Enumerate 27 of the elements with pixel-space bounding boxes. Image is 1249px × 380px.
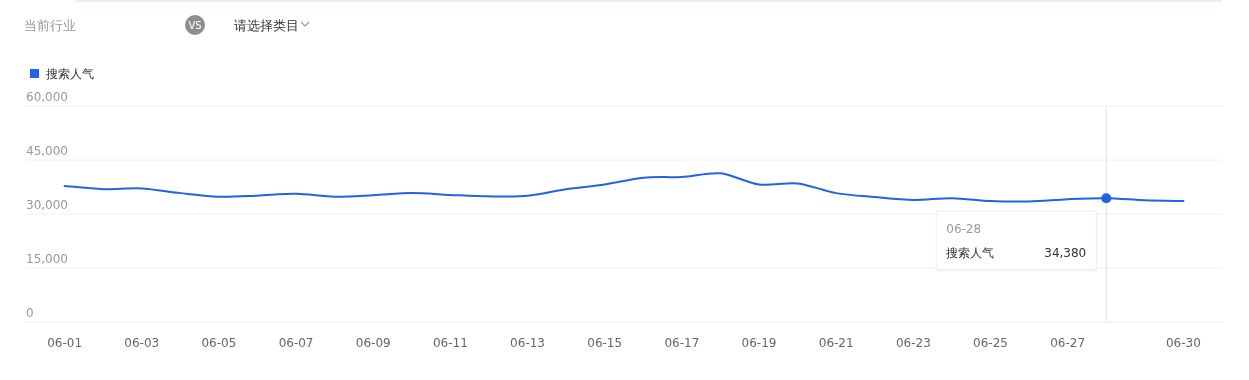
x-tick-label: 06-01 xyxy=(47,336,83,350)
x-tick-label: 06-11 xyxy=(432,336,468,350)
x-tick-label: 06-30 xyxy=(1165,336,1201,350)
x-tick-label: 06-07 xyxy=(278,336,314,350)
x-tick-label: 06-15 xyxy=(587,336,623,350)
x-tick-label: 06-05 xyxy=(201,336,237,350)
x-tick-label: 06-21 xyxy=(818,336,854,350)
x-tick-label: 06-23 xyxy=(895,336,931,350)
y-tick-label: 45,000 xyxy=(26,144,68,158)
x-tick-label: 06-19 xyxy=(741,336,777,350)
x-tick-label: 06-25 xyxy=(973,336,1008,350)
text: 当前行业 xyxy=(24,18,76,33)
text: 请选择类目 xyxy=(234,18,299,33)
annotation: 34,380 xyxy=(1044,246,1087,261)
x-tick-label: 06-03 xyxy=(124,336,160,350)
annotation: 搜索人气 xyxy=(946,246,995,261)
text: VS xyxy=(188,20,202,31)
y-tick-label: 60,000 xyxy=(26,90,68,104)
x-tick-label: 06-09 xyxy=(355,336,391,350)
x-tick-label: 06-27 xyxy=(1050,336,1086,350)
y-tick-label: 30,000 xyxy=(26,198,68,212)
annotation: 06-28 xyxy=(946,222,982,237)
y-tick-label: 15,000 xyxy=(26,252,68,266)
legend-label: 搜索人气 xyxy=(46,67,94,81)
y-tick-label: 0 xyxy=(26,306,34,320)
x-tick-label: 06-17 xyxy=(664,336,700,350)
x-tick-label: 06-13 xyxy=(510,336,545,350)
